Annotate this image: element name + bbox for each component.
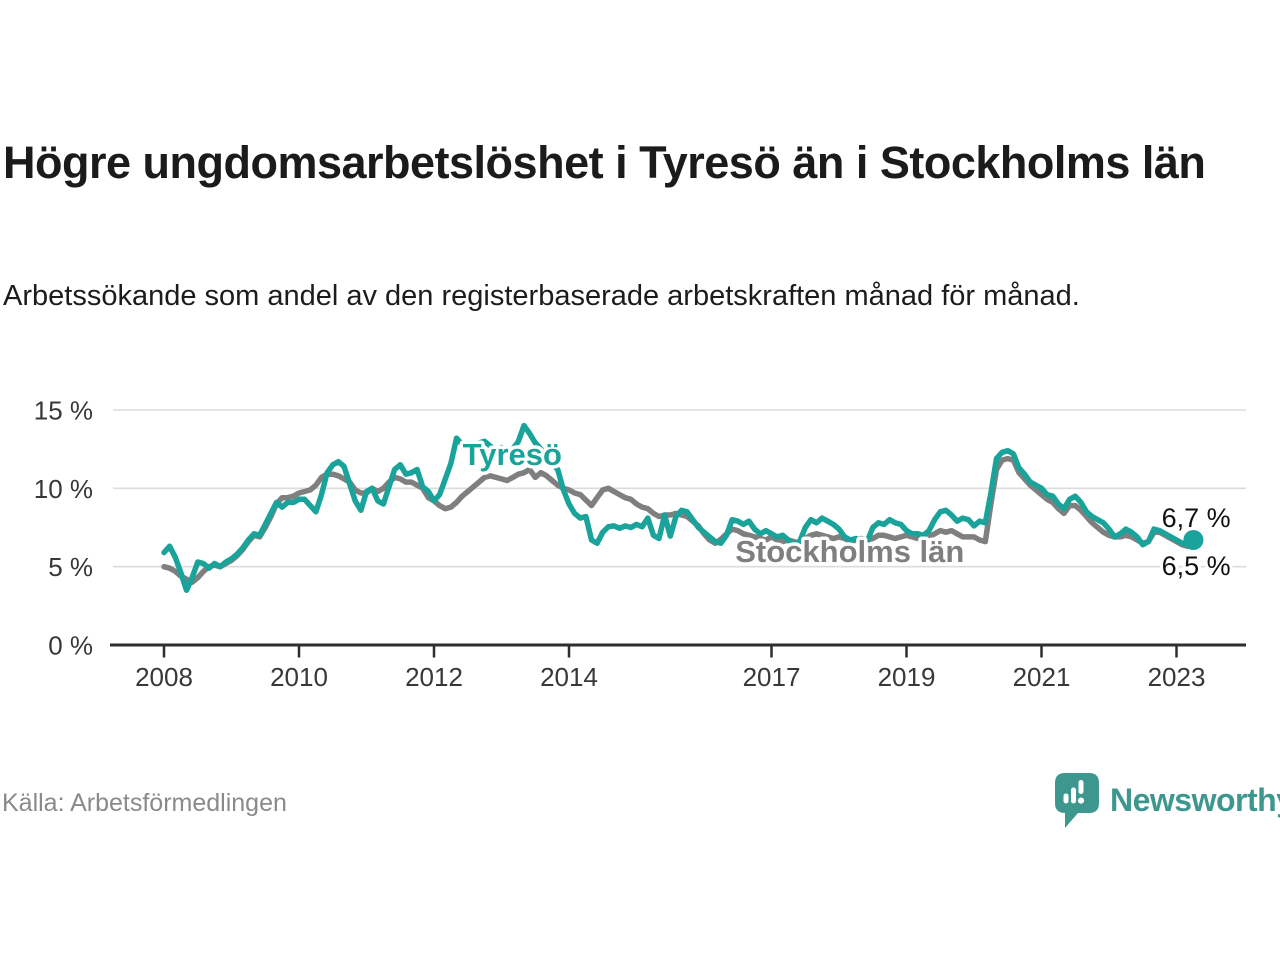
tyres-line [161,422,1197,593]
source-note: Källa: Arbetsförmedlingen [2,789,287,817]
chart-title: Högre ungdomsarbetslöshet i Tyresö än i … [3,137,1206,188]
x-axis-tick-label-2023: 2023 [1148,662,1206,692]
y-axis-tick-label-15: 15 % [34,396,93,426]
stockholms-l-n-line [161,455,1197,586]
x-axis-tick-label-2012: 2012 [405,662,463,692]
y-axis-tick-label-10: 10 % [34,474,93,504]
end-value-label-1: 6,5 % [1162,551,1231,581]
y-axis-tick-label-5: 5 % [48,552,93,582]
end-value-label-0: 6,7 % [1162,503,1231,533]
x-axis-tick-label-2010: 2010 [270,662,328,692]
newsworthy-logo: Newsworthy [1054,772,1280,830]
brand-name: Newsworthy [1110,782,1280,818]
x-axis-tick-label-2021: 2021 [1013,662,1071,692]
y-axis-tick-label-0: 0 % [48,631,93,661]
stockholm-series-label: Stockholms län [735,534,964,569]
tyres-end-dot [1183,530,1204,550]
x-axis-tick-label-2019: 2019 [878,662,936,692]
x-axis-tick-label-2014: 2014 [540,662,598,692]
bar-chart-speech-bubble-icon [1055,773,1099,828]
x-axis-tick-label-2008: 2008 [135,662,193,692]
x-axis-tick-label-2017: 2017 [743,662,801,692]
chart-subtitle: Arbetssökande som andel av den registerb… [3,280,1080,312]
tyreso-series-label: Tyresö [463,437,562,472]
